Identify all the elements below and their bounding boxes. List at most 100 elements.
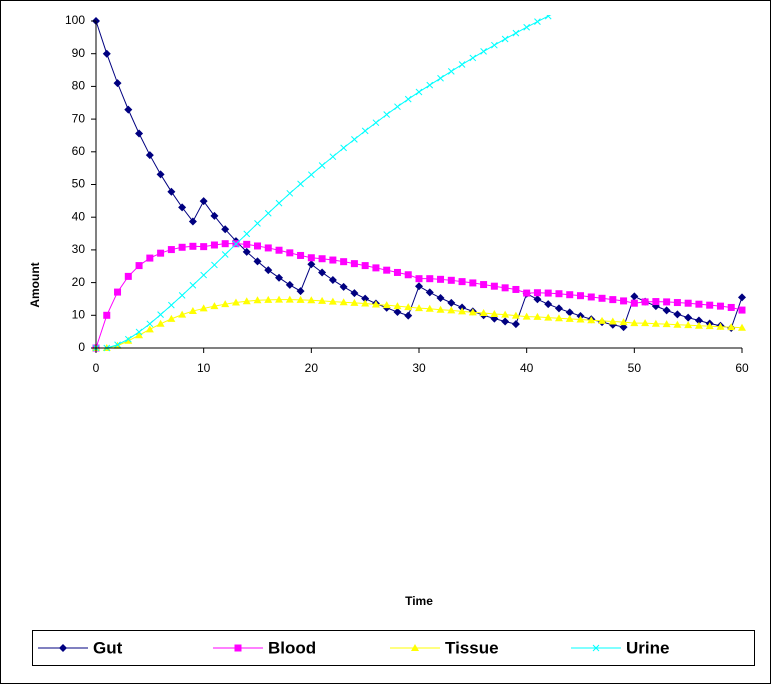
marker <box>275 199 283 207</box>
marker <box>652 298 660 306</box>
marker <box>145 325 154 333</box>
x-tick-label: 60 <box>735 361 749 375</box>
marker <box>544 289 552 297</box>
marker <box>501 317 510 326</box>
marker <box>318 268 327 277</box>
marker <box>167 246 175 254</box>
marker <box>188 307 197 315</box>
y-tick-label: 10 <box>72 307 86 321</box>
y-tick-label: 30 <box>72 242 86 256</box>
marker <box>479 309 488 317</box>
marker <box>469 54 477 62</box>
marker <box>673 320 682 328</box>
marker <box>188 217 197 226</box>
marker <box>221 225 230 234</box>
marker <box>480 281 488 289</box>
marker <box>480 48 487 55</box>
marker <box>598 294 606 302</box>
marker <box>264 209 272 217</box>
marker <box>511 311 520 319</box>
marker <box>329 256 337 264</box>
marker <box>307 260 316 269</box>
marker <box>620 297 628 305</box>
marker <box>307 171 315 179</box>
marker <box>221 240 229 248</box>
marker <box>328 275 337 284</box>
marker <box>157 249 165 257</box>
marker <box>577 292 584 300</box>
marker <box>469 279 477 287</box>
marker <box>307 254 315 262</box>
legend-label: Urine <box>626 638 669 657</box>
marker <box>221 300 230 308</box>
x-tick-label: 0 <box>93 361 100 375</box>
marker <box>351 136 358 143</box>
marker <box>641 319 650 327</box>
marker <box>232 240 240 248</box>
marker <box>436 305 445 313</box>
marker <box>415 275 423 283</box>
marker <box>114 288 122 296</box>
marker <box>554 304 563 313</box>
marker <box>339 282 348 291</box>
marker <box>199 304 208 312</box>
marker <box>231 298 240 306</box>
marker <box>673 299 681 307</box>
x-tick-label: 30 <box>412 361 426 375</box>
marker <box>371 300 380 308</box>
marker <box>684 299 692 307</box>
marker <box>447 306 456 314</box>
marker <box>242 247 251 256</box>
marker <box>501 284 509 292</box>
marker <box>393 302 402 310</box>
marker <box>706 301 714 309</box>
marker <box>533 289 541 297</box>
marker <box>156 170 165 179</box>
marker <box>447 298 456 307</box>
marker <box>178 291 186 299</box>
marker <box>684 313 693 322</box>
marker <box>210 211 219 220</box>
marker <box>458 307 467 315</box>
marker <box>404 95 412 103</box>
marker <box>490 309 499 317</box>
marker <box>135 331 144 339</box>
marker <box>544 313 553 321</box>
marker <box>641 298 649 306</box>
marker <box>565 314 574 322</box>
marker <box>544 15 552 20</box>
marker <box>167 187 176 196</box>
marker <box>156 319 165 327</box>
marker <box>587 293 595 301</box>
marker <box>608 317 617 325</box>
marker <box>411 644 419 651</box>
y-tick-label: 70 <box>72 111 86 125</box>
marker <box>328 297 337 305</box>
marker <box>738 323 746 331</box>
marker <box>383 111 391 118</box>
marker <box>178 310 187 318</box>
marker <box>415 304 423 312</box>
marker <box>264 295 273 303</box>
marker <box>458 61 466 68</box>
marker <box>533 312 542 320</box>
marker <box>286 189 294 197</box>
marker <box>695 300 703 308</box>
marker <box>555 290 563 298</box>
marker <box>491 41 498 49</box>
marker <box>157 311 164 318</box>
marker <box>738 293 746 302</box>
marker <box>253 257 262 266</box>
marker <box>426 81 434 89</box>
marker <box>447 68 455 75</box>
marker <box>361 294 370 303</box>
marker <box>436 293 445 302</box>
marker <box>716 302 724 310</box>
marker <box>318 296 327 304</box>
y-tick-label: 100 <box>65 13 85 27</box>
marker <box>468 308 477 316</box>
marker <box>124 335 132 343</box>
marker <box>285 295 294 303</box>
marker <box>415 88 423 96</box>
